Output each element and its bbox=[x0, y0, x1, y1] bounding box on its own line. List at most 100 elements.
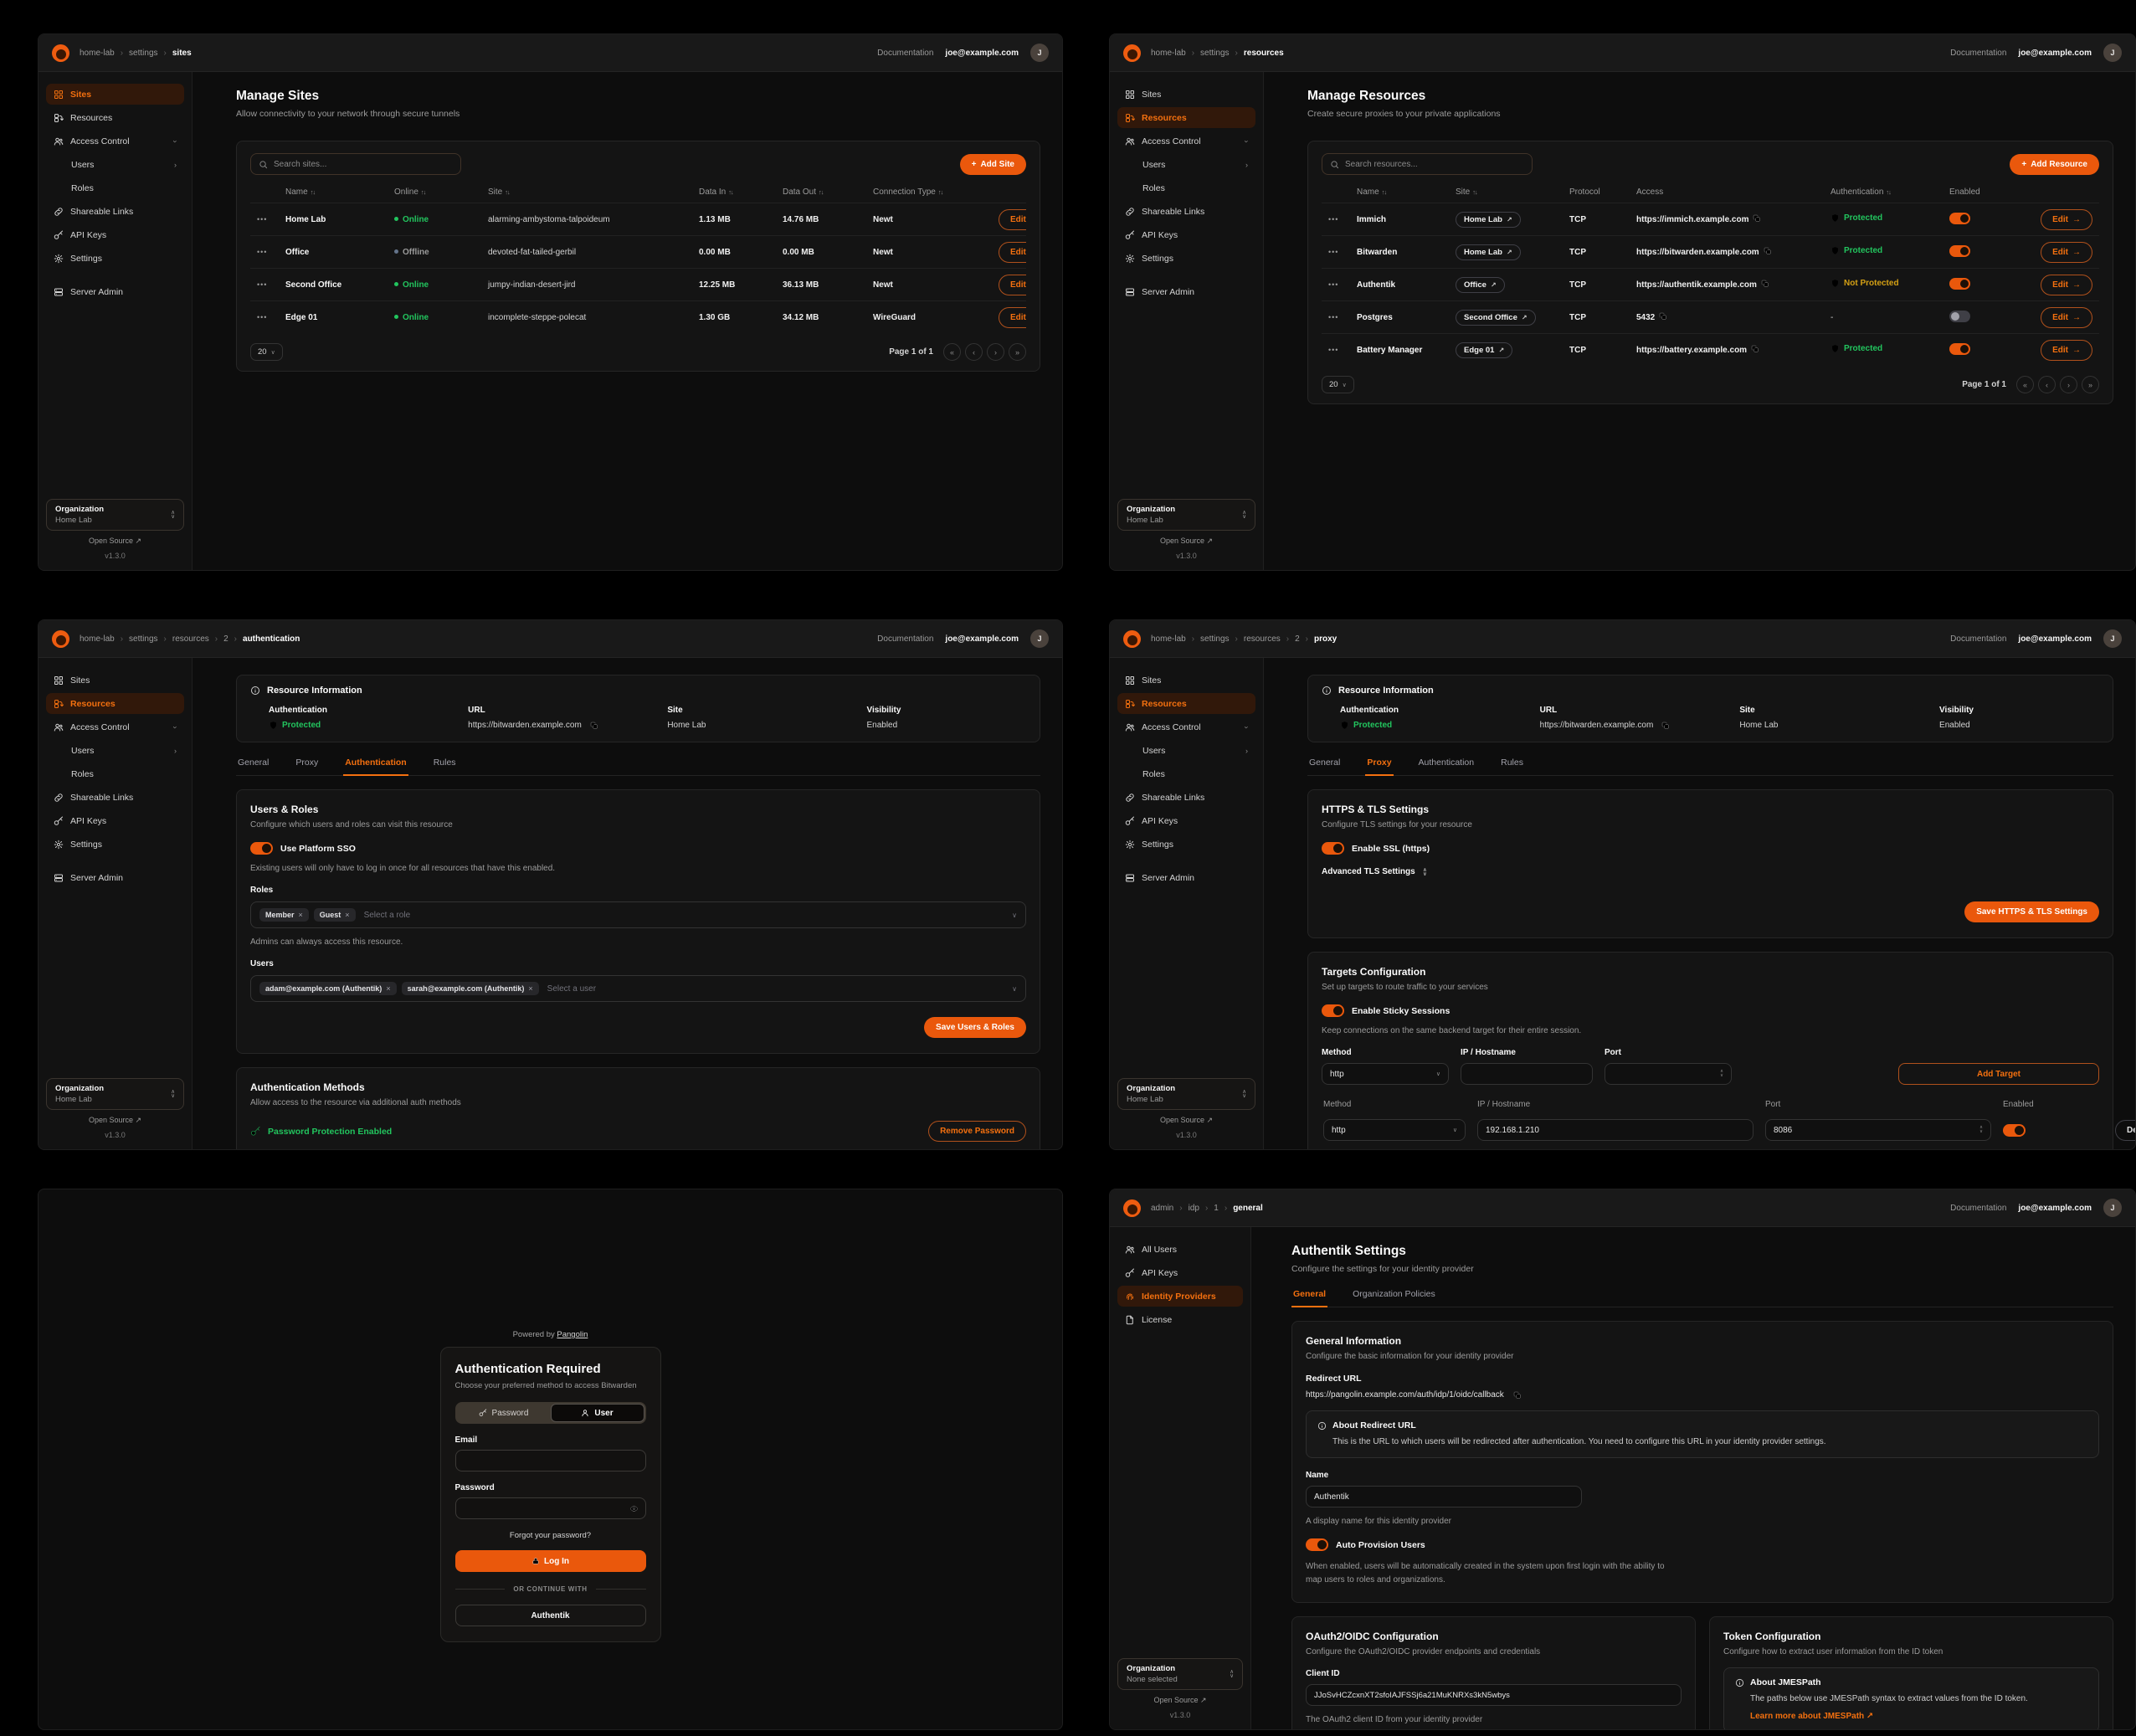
site-link[interactable]: Home Lab ↗ bbox=[1456, 211, 1521, 228]
tab-organization-policies[interactable]: Organization Policies bbox=[1353, 1289, 1435, 1299]
col-online[interactable]: Online ↑↓ bbox=[394, 187, 426, 197]
first-page-button[interactable]: « bbox=[2016, 376, 2034, 393]
sidebar-item-resources[interactable]: Resources bbox=[1117, 107, 1255, 128]
sidebar-item-identity-providers[interactable]: Identity Providers bbox=[1117, 1286, 1243, 1307]
authentik-sso-button[interactable]: Authentik bbox=[454, 1605, 646, 1626]
row-menu-button[interactable]: ••• bbox=[257, 312, 268, 321]
sidebar-item-settings[interactable]: Settings bbox=[46, 834, 184, 855]
target-enabled-toggle[interactable] bbox=[2003, 1123, 2026, 1137]
password-method-tab[interactable]: Password bbox=[457, 1404, 551, 1422]
breadcrumb-item[interactable]: home-lab bbox=[1151, 48, 1186, 58]
sidebar-item-roles[interactable]: Roles bbox=[46, 763, 184, 784]
sidebar-item-server-admin[interactable]: Server Admin bbox=[1117, 867, 1255, 888]
sidebar-item-sites[interactable]: Sites bbox=[1117, 84, 1255, 105]
sidebar-item-access-control[interactable]: Access Control › bbox=[46, 716, 184, 737]
sidebar-item-api-keys[interactable]: API Keys bbox=[1117, 1262, 1243, 1283]
row-menu-button[interactable]: ••• bbox=[1328, 247, 1339, 256]
sidebar-item-users[interactable]: Users › bbox=[1117, 154, 1255, 175]
breadcrumb-item[interactable]: home-lab bbox=[80, 634, 115, 644]
forgot-password-link[interactable]: Forgot your password? bbox=[509, 1531, 592, 1540]
user-email[interactable]: joe@example.com bbox=[2018, 634, 2092, 644]
tab-general[interactable]: General bbox=[238, 758, 270, 768]
user-email[interactable]: joe@example.com bbox=[945, 48, 1019, 58]
sidebar-item-access-control[interactable]: Access Control › bbox=[1117, 716, 1255, 737]
breadcrumb-item[interactable]: settings bbox=[129, 48, 158, 58]
prev-page-button[interactable]: ‹ bbox=[965, 343, 983, 361]
sidebar-item-roles[interactable]: Roles bbox=[1117, 763, 1255, 784]
sidebar-item-resources[interactable]: Resources bbox=[46, 693, 184, 714]
site-link[interactable]: Second Office ↗ bbox=[1456, 309, 1536, 326]
sidebar-item-sites[interactable]: Sites bbox=[1117, 670, 1255, 691]
edit-button[interactable]: Edit→ bbox=[999, 274, 1026, 295]
copy-icon[interactable] bbox=[1761, 280, 1769, 288]
open-source-link[interactable]: Open Source ↗ bbox=[1153, 1696, 1207, 1704]
first-page-button[interactable]: « bbox=[943, 343, 961, 361]
sidebar-item-all-users[interactable]: All Users bbox=[1117, 1239, 1243, 1260]
documentation-link[interactable]: Documentation bbox=[877, 634, 934, 644]
search-input[interactable]: Search sites... bbox=[250, 153, 461, 175]
breadcrumb-item[interactable]: settings bbox=[1200, 634, 1230, 644]
open-source-link[interactable]: Open Source ↗ bbox=[88, 537, 142, 545]
save-tls-button[interactable]: Save HTTPS & TLS Settings bbox=[1964, 901, 2099, 922]
sidebar-item-api-keys[interactable]: API Keys bbox=[1117, 224, 1255, 245]
copy-icon[interactable] bbox=[1753, 214, 1761, 223]
sidebar-item-roles[interactable]: Roles bbox=[1117, 177, 1255, 198]
page-size-select[interactable]: 20 ∨ bbox=[250, 343, 283, 361]
edit-button[interactable]: Edit→ bbox=[2041, 241, 2092, 263]
remove-chip-icon[interactable]: × bbox=[345, 911, 350, 919]
copy-icon[interactable] bbox=[1659, 312, 1667, 321]
email-field[interactable] bbox=[454, 1450, 646, 1471]
login-button[interactable]: Log In bbox=[454, 1550, 646, 1572]
breadcrumb-item[interactable]: 1 bbox=[1214, 1203, 1219, 1213]
sidebar-item-sites[interactable]: Sites bbox=[46, 84, 184, 105]
ip-hostname-input[interactable]: 192.168.1.210 bbox=[1477, 1119, 1753, 1141]
name-input[interactable]: Authentik bbox=[1306, 1486, 1582, 1507]
col-data-in[interactable]: Data In ↑↓ bbox=[699, 187, 734, 197]
user-email[interactable]: joe@example.com bbox=[945, 634, 1019, 644]
tab-authentication[interactable]: Authentication bbox=[1418, 758, 1475, 768]
breadcrumb-item[interactable]: settings bbox=[129, 634, 158, 644]
documentation-link[interactable]: Documentation bbox=[1950, 48, 2007, 58]
copy-icon[interactable] bbox=[1661, 722, 1670, 730]
password-field[interactable] bbox=[454, 1497, 646, 1519]
documentation-link[interactable]: Documentation bbox=[1950, 634, 2007, 644]
advanced-tls-expander[interactable]: Advanced TLS Settings bbox=[1322, 867, 1415, 876]
user-avatar[interactable]: J bbox=[1030, 44, 1049, 62]
add-site-button[interactable]: + Add Site bbox=[959, 153, 1026, 175]
copy-icon[interactable] bbox=[590, 722, 598, 730]
edit-button[interactable]: Edit→ bbox=[2041, 208, 2092, 230]
user-avatar[interactable]: J bbox=[2103, 629, 2122, 648]
open-source-link[interactable]: Open Source ↗ bbox=[88, 1116, 142, 1124]
tab-general[interactable]: General bbox=[1309, 758, 1341, 768]
user-email[interactable]: joe@example.com bbox=[2018, 48, 2092, 58]
delete-target-button[interactable]: Delete bbox=[2115, 1119, 2135, 1141]
sidebar-item-users[interactable]: Users › bbox=[1117, 740, 1255, 761]
org-selector[interactable]: Organization Home Lab ∧ ∨ bbox=[46, 1078, 184, 1110]
sidebar-item-api-keys[interactable]: API Keys bbox=[1117, 810, 1255, 831]
row-menu-button[interactable]: ••• bbox=[257, 247, 268, 256]
port-input[interactable]: ∧ ∨ bbox=[1605, 1063, 1732, 1085]
enabled-toggle[interactable] bbox=[1949, 212, 1970, 224]
save-users-roles-button[interactable]: Save Users & Roles bbox=[924, 1017, 1026, 1038]
breadcrumb-item[interactable]: idp bbox=[1188, 1203, 1199, 1213]
method-select[interactable]: http ∨ bbox=[1322, 1063, 1449, 1085]
jmespath-learn-more-link[interactable]: Learn more about JMESPath ↗ bbox=[1750, 1712, 1874, 1721]
row-menu-button[interactable]: ••• bbox=[1328, 280, 1339, 289]
copy-icon[interactable] bbox=[1513, 1391, 1522, 1400]
sidebar-item-users[interactable]: Users › bbox=[46, 740, 184, 761]
tab-authentication[interactable]: Authentication bbox=[343, 758, 408, 776]
row-menu-button[interactable]: ••• bbox=[1328, 345, 1339, 354]
remove-chip-icon[interactable]: × bbox=[298, 911, 303, 919]
sidebar-item-roles[interactable]: Roles bbox=[46, 177, 184, 198]
sidebar-item-sites[interactable]: Sites bbox=[46, 670, 184, 691]
user-avatar[interactable]: J bbox=[2103, 44, 2122, 62]
site-link[interactable]: Home Lab ↗ bbox=[1456, 244, 1521, 260]
pangolin-link[interactable]: Pangolin bbox=[557, 1330, 588, 1339]
port-input[interactable]: 8086 ∧ ∨ bbox=[1765, 1119, 1991, 1141]
enable-ssl-toggle[interactable] bbox=[1322, 842, 1344, 855]
last-page-button[interactable]: » bbox=[2082, 376, 2099, 393]
eye-icon[interactable] bbox=[629, 1504, 639, 1513]
sidebar-item-resources[interactable]: Resources bbox=[1117, 693, 1255, 714]
sidebar-item-server-admin[interactable]: Server Admin bbox=[46, 281, 184, 302]
breadcrumb-item[interactable]: home-lab bbox=[80, 48, 115, 58]
